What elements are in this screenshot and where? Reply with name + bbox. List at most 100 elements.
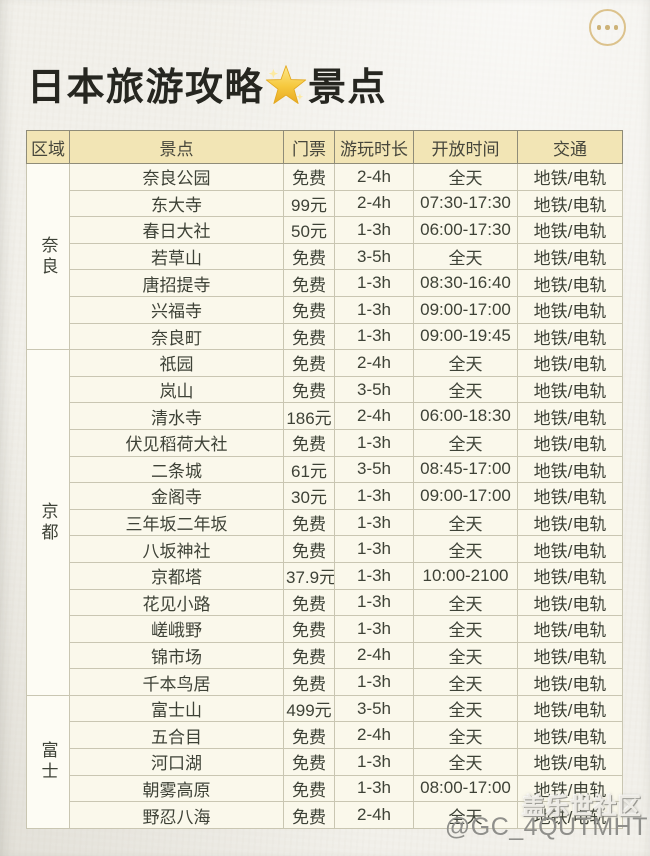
title-text-right: 景点 xyxy=(308,67,388,109)
attraction-name: 三年坂二年坂 xyxy=(69,508,284,537)
transport: 地铁/电轨 xyxy=(517,748,623,776)
column-header-3: 门票 xyxy=(283,130,335,164)
table-row: 锦市场 免费 2-4h 全天 地铁/电轨 xyxy=(27,641,623,670)
table-row: 春日大社 50元 1-3h 06:00-17:30 地铁/电轨 xyxy=(27,216,623,244)
attraction-name: 若草山 xyxy=(69,242,284,271)
visit-duration: 1-3h xyxy=(334,295,414,324)
opening-hours: 全天 xyxy=(413,163,518,191)
opening-hours: 全天 xyxy=(413,375,518,404)
column-header-6: 交通 xyxy=(517,130,623,164)
ticket-price: 免费 xyxy=(283,295,335,324)
attraction-name: 春日大社 xyxy=(69,216,284,244)
opening-hours: 06:00-18:30 xyxy=(413,402,518,430)
opening-hours: 全天 xyxy=(413,242,518,271)
ticket-price: 186元 xyxy=(283,402,335,430)
transport: 地铁/电轨 xyxy=(517,535,623,563)
opening-hours: 09:00-17:00 xyxy=(413,295,518,324)
transport: 地铁/电轨 xyxy=(517,163,623,191)
transport: 地铁/电轨 xyxy=(517,242,623,271)
attraction-name: 伏见稻荷大社 xyxy=(69,428,284,457)
ticket-price: 免费 xyxy=(283,774,335,803)
transport: 地铁/电轨 xyxy=(517,189,623,218)
transport: 地铁/电轨 xyxy=(517,801,623,829)
visit-duration: 1-3h xyxy=(334,668,414,696)
ticket-price: 免费 xyxy=(283,641,335,670)
column-header-5: 开放时间 xyxy=(413,130,518,164)
visit-duration: 1-3h xyxy=(334,615,414,643)
attraction-name: 岚山 xyxy=(69,375,284,404)
opening-hours: 06:00-17:30 xyxy=(413,216,518,244)
opening-hours: 10:00-2100 xyxy=(413,561,518,590)
attraction-name: 花见小路 xyxy=(69,588,284,617)
opening-hours: 全天 xyxy=(413,668,518,696)
attraction-name: 锦市场 xyxy=(69,641,284,670)
attraction-name: 东大寺 xyxy=(69,189,284,218)
attraction-name: 千本鸟居 xyxy=(69,668,284,696)
attraction-name: 嵯峨野 xyxy=(69,615,284,643)
ticket-price: 免费 xyxy=(283,615,335,643)
attraction-name: 祇园 xyxy=(69,349,284,377)
attraction-name: 兴福寺 xyxy=(69,295,284,324)
visit-duration: 2-4h xyxy=(334,402,414,430)
opening-hours: 全天 xyxy=(413,428,518,457)
visit-duration: 2-4h xyxy=(334,641,414,670)
attractions-table: 区域 景点 门票 游玩时长 开放时间 交通 奈良 奈良公园 免费 2-4h 全天 地铁/电轨 东大寺 9… xyxy=(26,130,623,829)
region-cell: 富士 xyxy=(26,694,70,829)
transport: 地铁/电轨 xyxy=(517,668,623,696)
column-header-1: 区域 xyxy=(26,130,70,164)
more-options-button[interactable] xyxy=(589,9,626,46)
ticket-price: 免费 xyxy=(283,748,335,776)
opening-hours: 08:30-16:40 xyxy=(413,269,518,297)
opening-hours: 全天 xyxy=(413,588,518,617)
visit-duration: 3-5h xyxy=(334,694,414,723)
opening-hours: 全天 xyxy=(413,801,518,829)
visit-duration: 1-3h xyxy=(334,748,414,776)
star-emoji-icon xyxy=(265,64,307,106)
transport: 地铁/电轨 xyxy=(517,721,623,750)
opening-hours: 全天 xyxy=(413,641,518,670)
transport: 地铁/电轨 xyxy=(517,482,623,510)
visit-duration: 3-5h xyxy=(334,242,414,271)
attraction-name: 奈良町 xyxy=(69,322,284,351)
ticket-price: 免费 xyxy=(283,668,335,696)
attraction-name: 京都塔 xyxy=(69,561,284,590)
ticket-price: 免费 xyxy=(283,508,335,537)
attraction-name: 二条城 xyxy=(69,455,284,484)
attraction-name: 奈良公园 xyxy=(69,163,284,191)
visit-duration: 1-3h xyxy=(334,482,414,510)
opening-hours: 全天 xyxy=(413,508,518,537)
table-row: 奈良 奈良公园 免费 2-4h 全天 地铁/电轨 xyxy=(26,162,623,351)
opening-hours: 09:00-19:45 xyxy=(413,322,518,351)
table-row: 东大寺 99元 2-4h 07:30-17:30 地铁/电轨 xyxy=(27,189,623,218)
transport: 地铁/电轨 xyxy=(517,295,623,324)
visit-duration: 1-3h xyxy=(334,508,414,537)
table-row: 五合目 免费 2-4h 全天 地铁/电轨 xyxy=(27,721,623,750)
attraction-name: 八坂神社 xyxy=(69,535,284,563)
ticket-price: 499元 xyxy=(283,694,335,723)
ticket-price: 免费 xyxy=(283,349,335,377)
more-options-icon xyxy=(596,25,602,30)
visit-duration: 2-4h xyxy=(334,349,414,377)
opening-hours: 07:30-17:30 xyxy=(413,189,518,218)
attraction-name: 河口湖 xyxy=(69,748,284,776)
table-row: 清水寺 186元 2-4h 06:00-18:30 地铁/电轨 xyxy=(27,402,623,430)
table-row: 京都 祇园 免费 2-4h 全天 地铁/电轨 xyxy=(26,349,623,696)
visit-duration: 2-4h xyxy=(334,163,414,191)
transport: 地铁/电轨 xyxy=(517,269,623,297)
ticket-price: 50元 xyxy=(283,216,335,244)
table-body: 奈良 奈良公园 免费 2-4h 全天 地铁/电轨 东大寺 99元 2-4h 07:30-17:30… xyxy=(26,162,623,829)
ticket-price: 免费 xyxy=(283,535,335,563)
visit-duration: 2-4h xyxy=(334,721,414,750)
opening-hours: 全天 xyxy=(413,748,518,776)
transport: 地铁/电轨 xyxy=(517,216,623,244)
ticket-price: 免费 xyxy=(283,269,335,297)
opening-hours: 08:45-17:00 xyxy=(413,455,518,484)
region-cell: 奈良 xyxy=(26,162,70,351)
table-row: 伏见稻荷大社 免费 1-3h 全天 地铁/电轨 xyxy=(27,428,623,457)
ticket-price: 37.9元 xyxy=(283,561,335,590)
table-row: 花见小路 免费 1-3h 全天 地铁/电轨 xyxy=(27,588,623,617)
title-text-left: 日本旅游攻略 xyxy=(27,67,265,109)
transport: 地铁/电轨 xyxy=(517,455,623,484)
ticket-price: 免费 xyxy=(283,588,335,617)
ticket-price: 免费 xyxy=(283,721,335,750)
